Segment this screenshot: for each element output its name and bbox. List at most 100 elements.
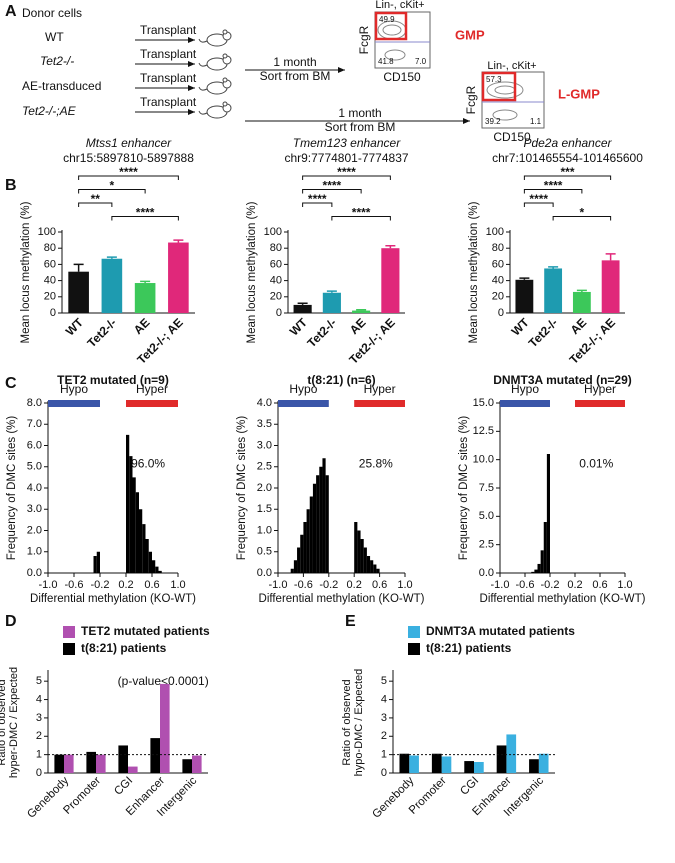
histogram-bar [316, 475, 320, 573]
legend-swatch [63, 643, 75, 655]
error-bar [73, 263, 84, 272]
histogram-bar [297, 547, 301, 573]
histogram-bar [129, 456, 133, 573]
histogram-bar [546, 454, 550, 573]
significance-label: **** [352, 206, 371, 220]
x-tick-label: 0.6 [144, 579, 159, 591]
bar [168, 242, 189, 313]
error-bar [297, 302, 308, 305]
y-tick-label: 0 [276, 307, 282, 319]
histogram-bar [309, 496, 313, 573]
x-tick-label: -0.6 [294, 579, 313, 591]
sort-text: 1 month [338, 106, 381, 120]
population: GMP [455, 27, 485, 42]
histogram-bar [132, 477, 136, 573]
chart-subtitle: chr9:7774801-7774837 [284, 151, 408, 165]
x-tick-label: AE [131, 315, 153, 337]
significance-bracket [78, 175, 179, 180]
significance-label: **** [337, 165, 356, 179]
y-tick-label: 1.0 [257, 524, 272, 536]
annotation: 96.0% [131, 456, 165, 470]
bar [128, 766, 138, 773]
quadrant: 7.0 [415, 57, 427, 66]
bar [538, 753, 549, 773]
x-tick-label: -1.0 [491, 579, 510, 591]
y-axis-label: Ratio of observed [341, 679, 353, 765]
y-tick-label: 7.5 [479, 482, 494, 494]
y-tick-label: 4.0 [257, 397, 272, 409]
legend-swatch [408, 626, 420, 638]
histogram-bar [363, 547, 367, 573]
donor-name: Tet2-/- [40, 54, 74, 68]
gate-label: Lin-, cKit+ [487, 60, 536, 72]
significance-label: **** [529, 192, 548, 206]
significance-bracket [523, 175, 612, 180]
x-tick-label: WT [287, 315, 311, 339]
x-tick-label: WT [63, 315, 87, 339]
bar [54, 754, 64, 773]
chart-title: Pde2a enhancer [523, 136, 612, 150]
action: Transplant [140, 95, 197, 109]
gate-box [374, 11, 408, 41]
bar [381, 248, 400, 313]
x-axis-label: Differential methylation (KO-WT) [30, 593, 196, 605]
region-bar [575, 400, 625, 407]
region-label: Hyper [584, 382, 616, 396]
region-label: Hypo [511, 382, 539, 396]
histogram-bar [537, 563, 541, 573]
bar [118, 745, 128, 773]
y-tick-label: 60 [44, 258, 56, 270]
bar [601, 260, 620, 313]
bar [322, 292, 341, 313]
y-tick-label: 20 [44, 291, 56, 303]
annotation: 0.01% [579, 456, 613, 470]
bar [160, 683, 170, 773]
error-bar [106, 256, 117, 259]
bar [572, 291, 591, 313]
x-tick-label: 0.2 [567, 579, 582, 591]
y-tick-label: 0 [498, 307, 504, 319]
histogram-bar [376, 568, 380, 573]
donor-name: Tet2-/-;AE [22, 104, 77, 118]
x-tick-label: 1.0 [170, 579, 185, 591]
y-axis-label: hyper-DMC / Expected [8, 667, 20, 778]
histogram-bar [139, 509, 143, 573]
significance-label: **** [119, 165, 138, 179]
bar [464, 761, 474, 773]
x-tick-label: Genebody [370, 775, 416, 821]
flow-x-label: CD150 [383, 70, 421, 84]
bar [64, 754, 74, 773]
y-tick-label: 3 [381, 712, 387, 724]
y-tick-label: 12.5 [473, 425, 494, 437]
action: Transplant [140, 23, 197, 37]
x-tick-label: -1.0 [39, 579, 58, 591]
histogram-bar [319, 466, 323, 573]
x-tick-label: -0.2 [541, 579, 560, 591]
flow-y-label: FcgR [357, 25, 371, 54]
histogram-bar [155, 566, 159, 573]
histogram-bar [290, 568, 294, 573]
histogram-bar [135, 492, 139, 573]
legend-label: TET2 mutated patients [81, 624, 210, 638]
chart-title: t(8:21) (n=6) [307, 373, 375, 387]
sort-text: Sort from BM [260, 69, 331, 83]
x-tick-label: -0.6 [516, 579, 535, 591]
y-tick-label: 1 [381, 749, 387, 761]
panel-label: E [345, 613, 356, 630]
x-axis-label: Differential methylation (KO-WT) [480, 593, 646, 605]
y-tick-label: 100 [264, 226, 282, 238]
significance-label: * [110, 179, 115, 193]
region-label: Hyper [136, 382, 168, 396]
bar [474, 761, 484, 773]
bar [409, 755, 419, 773]
significance-bracket [302, 189, 362, 194]
y-tick-label: 20 [492, 291, 504, 303]
bar [101, 258, 123, 313]
y-tick-label: 60 [492, 258, 504, 270]
bar [544, 268, 563, 313]
bar [86, 751, 96, 773]
bar [352, 310, 371, 313]
population: L-GMP [558, 86, 600, 101]
chart-subtitle: chr7:101465554-101465600 [492, 151, 643, 165]
